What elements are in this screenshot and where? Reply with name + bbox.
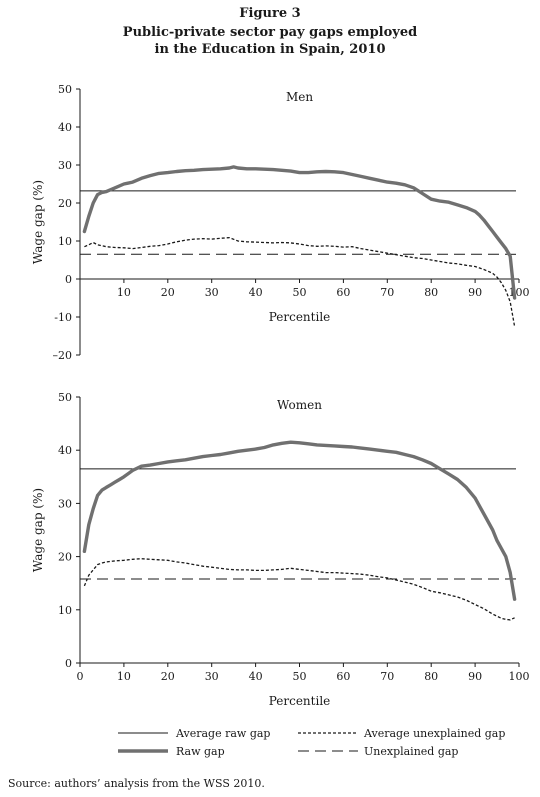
figure-label: Figure 3 [239,6,301,21]
x-tick-label: 20 [161,670,175,683]
y-tick-label: 30 [58,497,72,510]
y-tick-label: 50 [58,391,72,404]
y-tick-label: 30 [58,159,72,172]
x-tick-label: 70 [380,286,394,299]
x-tick-label: 30 [205,286,219,299]
raw-gap-line [82,165,517,300]
x-tick-label: 50 [293,670,307,683]
y-tick-label: 20 [58,197,72,210]
x-tick-label: 10 [117,286,131,299]
x-tick-label: 30 [205,670,219,683]
x-tick-label: 80 [424,286,438,299]
y-tick-label: -10 [54,311,72,324]
x-tick-label: 0 [77,670,84,683]
y-tick-label: 50 [58,83,72,96]
x-tick-label: 100 [509,286,530,299]
y-tick-label: –20 [53,349,73,362]
x-axis-title: Percentile [269,694,331,708]
unexplained-gap-line [84,236,516,327]
legend: Average raw gap Average unexplained gap Ra… [118,727,505,758]
x-tick-label: 80 [424,670,438,683]
y-tick-label: 40 [58,121,72,134]
x-tick-label: 60 [336,670,350,683]
x-tick-label: 20 [161,286,175,299]
panel-label: Men [286,90,313,104]
legend-unexplained-label: Unexplained gap [364,745,458,758]
y-tick-label: 0 [65,657,72,670]
x-tick-label: 40 [249,286,263,299]
x-tick-label: 90 [468,670,482,683]
figure-title-line-1: Public-private sector pay gaps employed [122,25,418,40]
x-tick-label: 10 [117,670,131,683]
x-tick-label: 50 [293,286,307,299]
figure-title-line-2: in the Education in Spain, 2010 [154,42,386,57]
legend-average-unexplained-label: Average unexplained gap [363,727,505,740]
raw-gap-line [82,440,517,601]
y-tick-label: 0 [65,273,72,286]
y-axis-title: Wage gap (%) [31,488,45,572]
source-note: Source: authors’ analysis from the WSS 2… [8,777,265,790]
legend-average-raw-label: Average raw gap [175,727,270,740]
x-axis-title: Percentile [269,310,331,324]
x-tick-label: 40 [249,670,263,683]
y-tick-label: 20 [58,551,72,564]
x-tick-label: 70 [380,670,394,683]
legend-raw-label: Raw gap [176,745,225,758]
y-tick-label: 40 [58,444,72,457]
y-tick-label: 10 [58,604,72,617]
y-axis-title: Wage gap (%) [31,180,45,264]
unexplained-gap-line [83,558,515,621]
y-tick-label: 10 [58,235,72,248]
x-tick-label: 100 [509,670,530,683]
x-tick-label: 90 [468,286,482,299]
panel-label: Women [277,398,322,412]
x-tick-label: 60 [336,286,350,299]
